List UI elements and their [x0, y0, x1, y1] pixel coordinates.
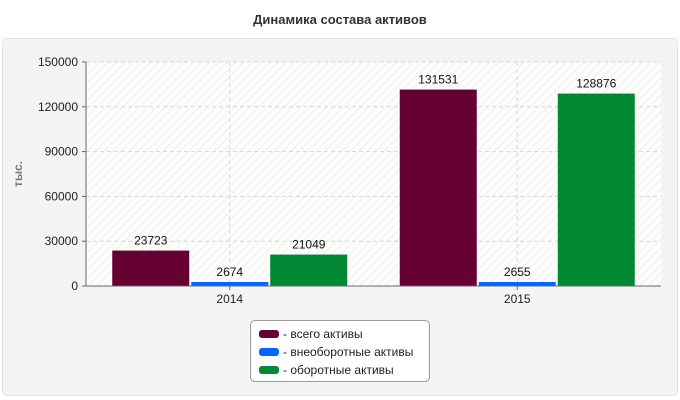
- data-label: 2674: [216, 265, 243, 279]
- bar: [557, 93, 635, 287]
- data-label: 131531: [418, 73, 458, 87]
- bar: [478, 282, 556, 286]
- legend-item: - оборотные активы: [259, 361, 421, 379]
- y-tick-label: 150000: [38, 55, 78, 69]
- legend-swatch: [259, 330, 279, 338]
- legend-item: - внеоборотные активы: [259, 343, 421, 361]
- legend-label: - внеоборотные активы: [283, 345, 414, 359]
- data-label: 21049: [292, 238, 326, 252]
- data-label: 2655: [504, 265, 531, 279]
- y-axis-title: тыс.: [11, 161, 25, 187]
- y-tick-label: 90000: [45, 145, 79, 159]
- bar: [191, 282, 269, 286]
- legend-swatch: [259, 366, 279, 374]
- y-tick-label: 30000: [45, 234, 79, 248]
- y-tick-label: 60000: [45, 189, 79, 203]
- data-label: 23723: [134, 234, 168, 248]
- bar: [112, 250, 190, 286]
- y-tick-label: 0: [71, 279, 78, 293]
- legend-label: - всего активы: [283, 327, 363, 341]
- chart-legend: - всего активы - внеоборотные активы - обо…: [250, 320, 430, 382]
- x-tick-label: 2015: [504, 292, 531, 306]
- x-tick-label: 2014: [216, 292, 243, 306]
- chart-title: Динамика состава активов: [253, 12, 427, 27]
- bar: [399, 89, 477, 286]
- legend-item: - всего активы: [259, 325, 421, 343]
- legend-swatch: [259, 348, 279, 356]
- data-label: 128876: [576, 77, 616, 91]
- legend-label: - оборотные активы: [283, 363, 394, 377]
- y-tick-label: 120000: [38, 100, 78, 114]
- bar: [270, 254, 348, 286]
